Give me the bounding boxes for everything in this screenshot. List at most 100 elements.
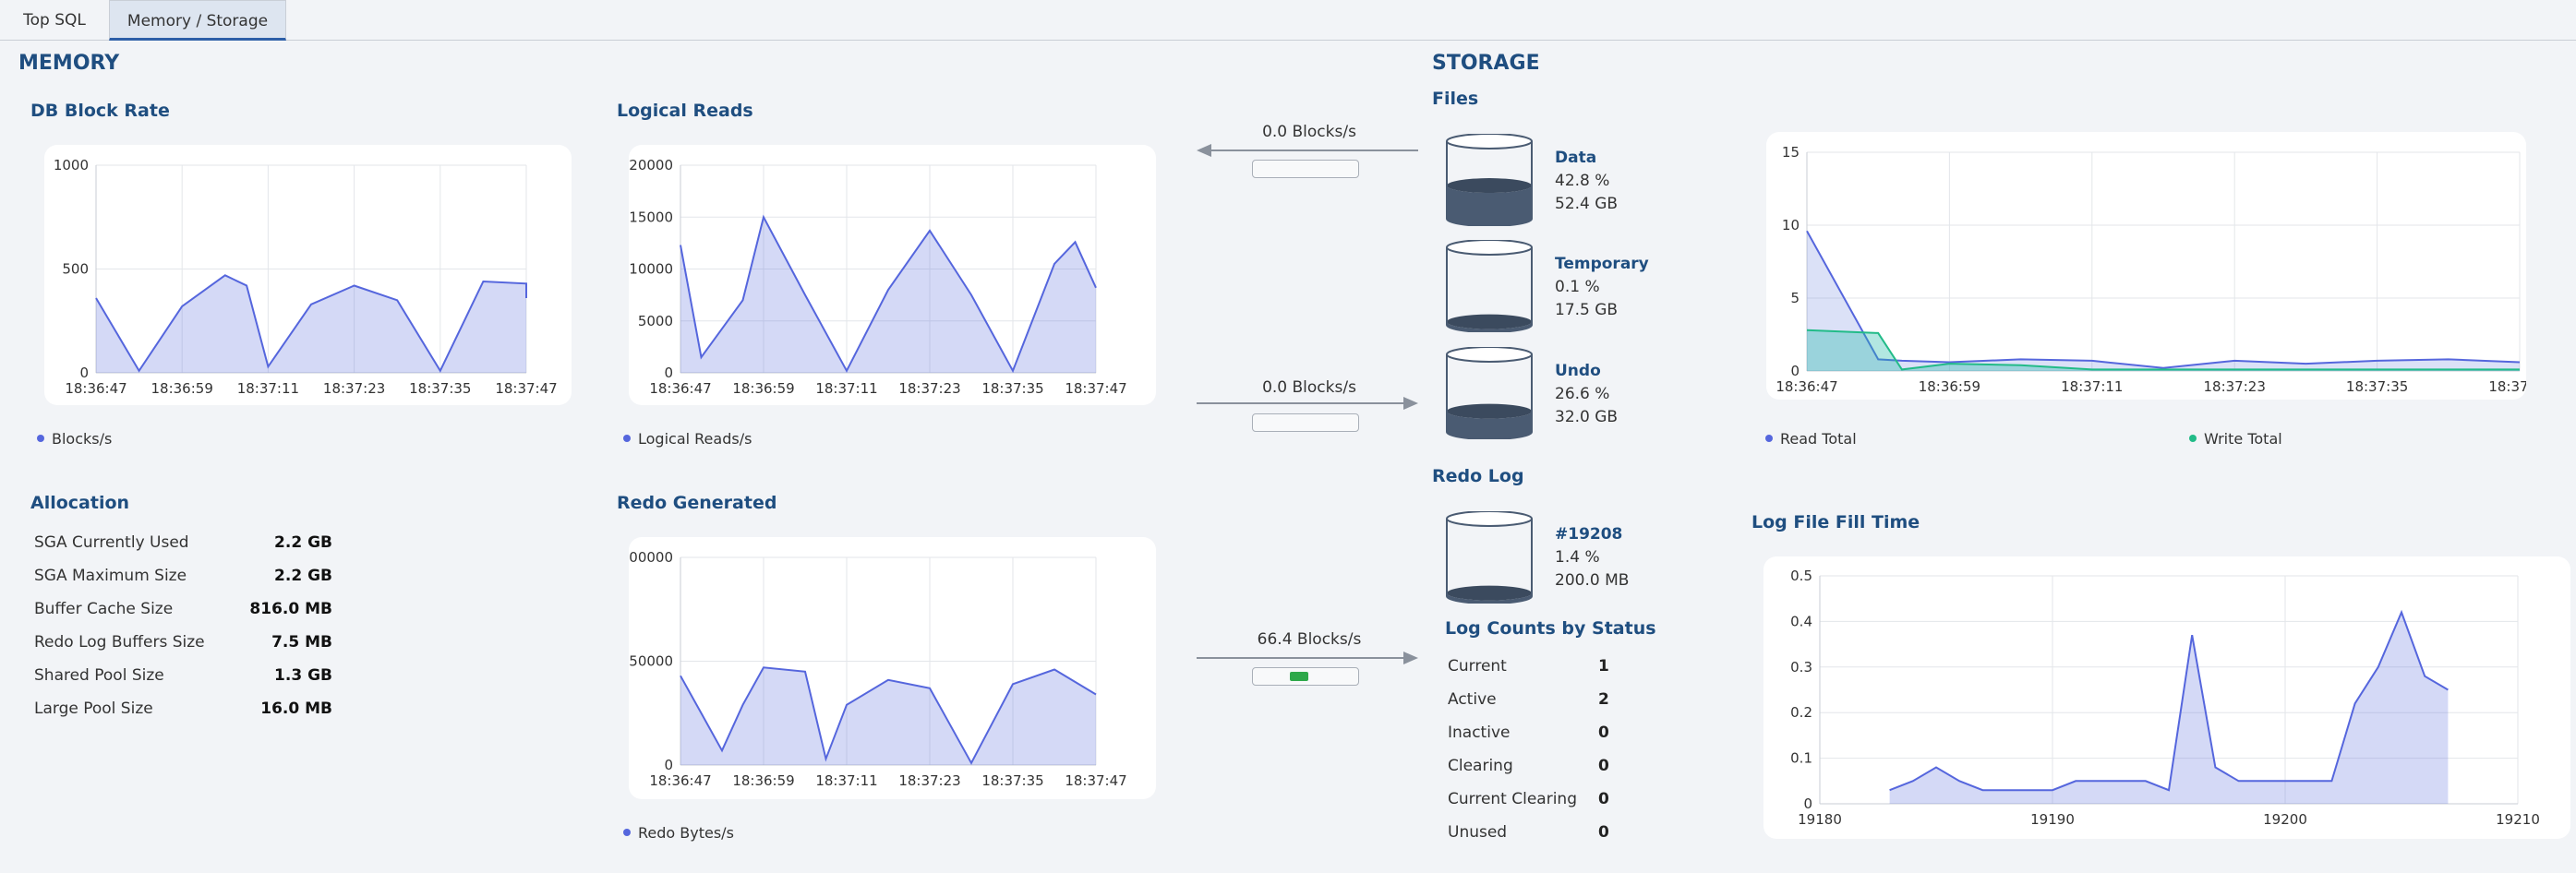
log-status-count: 0 xyxy=(1598,757,1609,775)
cylinder-top xyxy=(1446,347,1533,363)
cylinder-fill-top xyxy=(1447,585,1532,601)
undo-file-cylinder-icon xyxy=(1446,347,1533,439)
cylinder-body xyxy=(1446,519,1533,604)
cylinder-body xyxy=(1446,354,1533,439)
file-size: 32.0 GB xyxy=(1555,408,1619,426)
allocation-row: Shared Pool Size 1.3 GB xyxy=(34,666,332,694)
db-block-rate-title: DB Block Rate xyxy=(30,101,170,121)
data-file-cylinder-icon xyxy=(1446,134,1533,226)
file-percent: 26.6 % xyxy=(1555,385,1610,403)
x-tick-label: 18:36:59 xyxy=(732,772,794,789)
redo-generated-chart: 0 50000 100000 18:36:47 18:36:59 18:37:11 18:3… xyxy=(620,549,1127,789)
cylinder-top xyxy=(1446,240,1533,256)
flow-progress-bar xyxy=(1252,413,1359,432)
file-name: Data xyxy=(1555,149,1597,167)
redo-log-size: 200.0 MB xyxy=(1555,571,1630,590)
legend-dot-icon xyxy=(37,434,44,442)
log-status-count: 0 xyxy=(1598,790,1609,808)
x-tick-label: 18:37:23 xyxy=(323,380,385,397)
x-tick-label: 18:37:23 xyxy=(2204,378,2266,395)
log-status-row: Clearing 0 xyxy=(1448,757,1632,784)
log-status-row: Unused 0 xyxy=(1448,823,1632,851)
logical-reads-legend[interactable]: Logical Reads/s xyxy=(623,430,752,448)
legend-label: Logical Reads/s xyxy=(638,430,752,448)
x-tick-label: 18:37:47 xyxy=(1065,772,1126,789)
cylinder-fill xyxy=(1447,321,1532,332)
redo-log-info[interactable]: #19208 1.4 % 200.0 MB xyxy=(1555,523,1629,592)
data-file-info[interactable]: Data 42.8 % 52.4 GB xyxy=(1555,147,1618,216)
log-fill-time-title: Log File Fill Time xyxy=(1751,512,1920,532)
log-status-row: Current Clearing 0 xyxy=(1448,790,1632,818)
series-area xyxy=(96,275,526,373)
db-block-rate-card: 0 500 1000 18:36:47 18:36:59 18:37:11 18:37:23… xyxy=(44,145,572,405)
y-tick-label: 0.3 xyxy=(1790,659,1812,676)
db-block-rate-legend[interactable]: Blocks/s xyxy=(37,430,112,448)
y-tick-label: 0 xyxy=(1790,363,1800,379)
legend-dot-icon xyxy=(2189,434,2197,442)
redo-generated-legend[interactable]: Redo Bytes/s xyxy=(623,824,734,842)
write-total-legend[interactable]: Write Total xyxy=(2189,430,2282,448)
legend-dot-icon xyxy=(623,434,631,442)
series-area xyxy=(1889,612,2449,804)
logical-reads-chart: 0 5000 10000 15000 20000 18:36:47 18:36:59 18:3… xyxy=(629,157,1126,397)
redo-log-name: #19208 xyxy=(1555,525,1623,544)
y-tick-label: 0.4 xyxy=(1790,613,1812,629)
allocation-value: 816.0 MB xyxy=(249,600,332,618)
y-tick-label: 1000 xyxy=(54,157,89,173)
allocation-label: Shared Pool Size xyxy=(34,666,164,685)
legend-label: Read Total xyxy=(1780,430,1857,448)
log-fill-time-card: 0 0.1 0.2 0.3 0.4 0.5 19180 19190 19200 19210 xyxy=(1763,556,2570,839)
y-tick-label: 0.5 xyxy=(1790,568,1812,584)
log-counts-title: Log Counts by Status xyxy=(1445,618,1656,639)
allocation-value: 2.2 GB xyxy=(274,567,332,585)
cylinder-fill xyxy=(1447,592,1532,604)
read-total-legend[interactable]: Read Total xyxy=(1765,430,1857,448)
x-tick-label: 18:37:35 xyxy=(409,380,471,397)
series-line xyxy=(1889,609,2449,792)
y-tick-label: 0 xyxy=(664,365,673,381)
x-tick-label: 18:37:11 xyxy=(815,772,877,789)
log-status-row: Inactive 0 xyxy=(1448,724,1632,751)
y-tick-label: 500 xyxy=(62,261,89,278)
cylinder-body xyxy=(1446,247,1533,332)
cylinder-fill xyxy=(1447,411,1532,439)
tab-memory-storage[interactable]: Memory / Storage xyxy=(109,0,286,41)
redo-log-percent: 1.4 % xyxy=(1555,548,1600,567)
x-tick-label: 18:36:47 xyxy=(65,380,126,397)
y-tick-label: 0.1 xyxy=(1790,750,1812,767)
x-tick-label: 18:37:35 xyxy=(2346,378,2408,395)
redo-generated-title: Redo Generated xyxy=(617,493,777,513)
y-tick-label: 0.2 xyxy=(1790,704,1812,721)
cylinder-fill xyxy=(1447,185,1532,226)
log-status-row: Active 2 xyxy=(1448,690,1632,718)
y-tick-label: 0 xyxy=(79,365,89,381)
y-tick-label: 100000 xyxy=(629,549,673,566)
file-percent: 42.8 % xyxy=(1555,172,1610,190)
x-tick-label: 18:37:11 xyxy=(815,380,877,397)
file-io-chart: 0 5 10 15 18:36:47 18:36:59 18:37:11 18:37:23 18… xyxy=(1776,144,2550,395)
legend-dot-icon xyxy=(623,828,631,836)
allocation-label: Buffer Cache Size xyxy=(34,600,174,618)
log-status-label: Clearing xyxy=(1448,757,1513,775)
allocation-row: Large Pool Size 16.0 MB xyxy=(34,700,332,727)
log-status-count: 0 xyxy=(1598,724,1609,742)
allocation-row: Buffer Cache Size 816.0 MB xyxy=(34,600,332,628)
allocation-row: Redo Log Buffers Size 7.5 MB xyxy=(34,633,332,661)
x-tick-label: 18:36:59 xyxy=(732,380,794,397)
redo-log-cylinder-icon xyxy=(1446,511,1533,604)
temporary-file-info[interactable]: Temporary 0.1 % 17.5 GB xyxy=(1555,253,1649,322)
log-status-count: 0 xyxy=(1598,823,1609,842)
undo-file-info[interactable]: Undo 26.6 % 32.0 GB xyxy=(1555,360,1618,429)
tab-bar: Top SQL Memory / Storage xyxy=(0,0,2576,41)
log-status-label: Inactive xyxy=(1448,724,1511,742)
x-tick-label: 19200 xyxy=(2263,811,2307,828)
series-area xyxy=(1807,231,2520,371)
y-tick-label: 50000 xyxy=(629,653,673,670)
file-name: Undo xyxy=(1555,362,1601,380)
log-status-label: Current xyxy=(1448,657,1507,676)
legend-label: Write Total xyxy=(2204,430,2282,448)
tab-top-sql[interactable]: Top SQL xyxy=(23,11,86,30)
allocation-value: 1.3 GB xyxy=(274,666,332,685)
y-tick-label: 0 xyxy=(664,757,673,773)
series-area xyxy=(680,217,1096,373)
